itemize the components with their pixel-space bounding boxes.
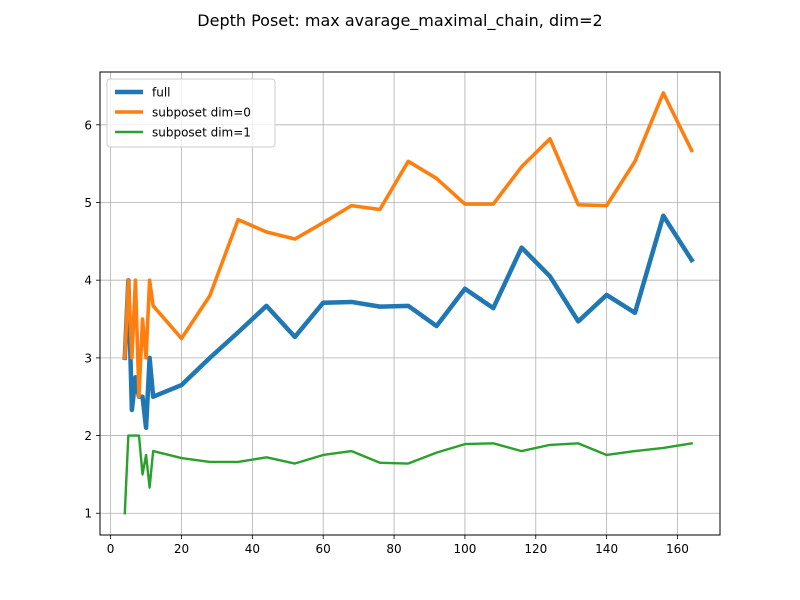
y-tick-label: 5 [84, 196, 92, 210]
series-lines [122, 91, 695, 515]
y-tick-label: 3 [84, 351, 92, 365]
legend-label: full [152, 86, 171, 100]
legend: full subposet dim=0 subposet dim=1 [106, 78, 276, 148]
plot-area: 0 20 40 60 80 100 120 140 160 1 2 3 4 5 6 [84, 71, 721, 556]
chart-title: Depth Poset: max avarage_maximal_chain, … [197, 11, 602, 31]
x-tick-label: 100 [453, 542, 476, 556]
y-tick-label: 2 [84, 429, 92, 443]
legend-box [106, 78, 276, 148]
x-tick-label: 120 [524, 542, 547, 556]
x-tick-label: 20 [174, 542, 189, 556]
x-tick-label: 140 [595, 542, 618, 556]
x-tick-label: 60 [316, 542, 331, 556]
x-tick-label: 160 [666, 542, 689, 556]
axis-ticks: 0 20 40 60 80 100 120 140 160 1 2 3 4 5 6 [84, 118, 689, 556]
y-tick-label: 1 [84, 507, 92, 521]
plot-frame [99, 71, 721, 536]
legend-label: subposet dim=1 [152, 126, 251, 140]
legend-label: subposet dim=0 [152, 106, 251, 120]
series-line-1 [122, 91, 695, 399]
x-tick-label: 80 [386, 542, 401, 556]
x-tick-label: 40 [245, 542, 260, 556]
grid-lines [100, 72, 720, 535]
x-tick-label: 0 [107, 542, 115, 556]
series-line-2 [123, 434, 694, 515]
y-tick-label: 4 [84, 274, 92, 288]
y-tick-label: 6 [84, 118, 92, 132]
